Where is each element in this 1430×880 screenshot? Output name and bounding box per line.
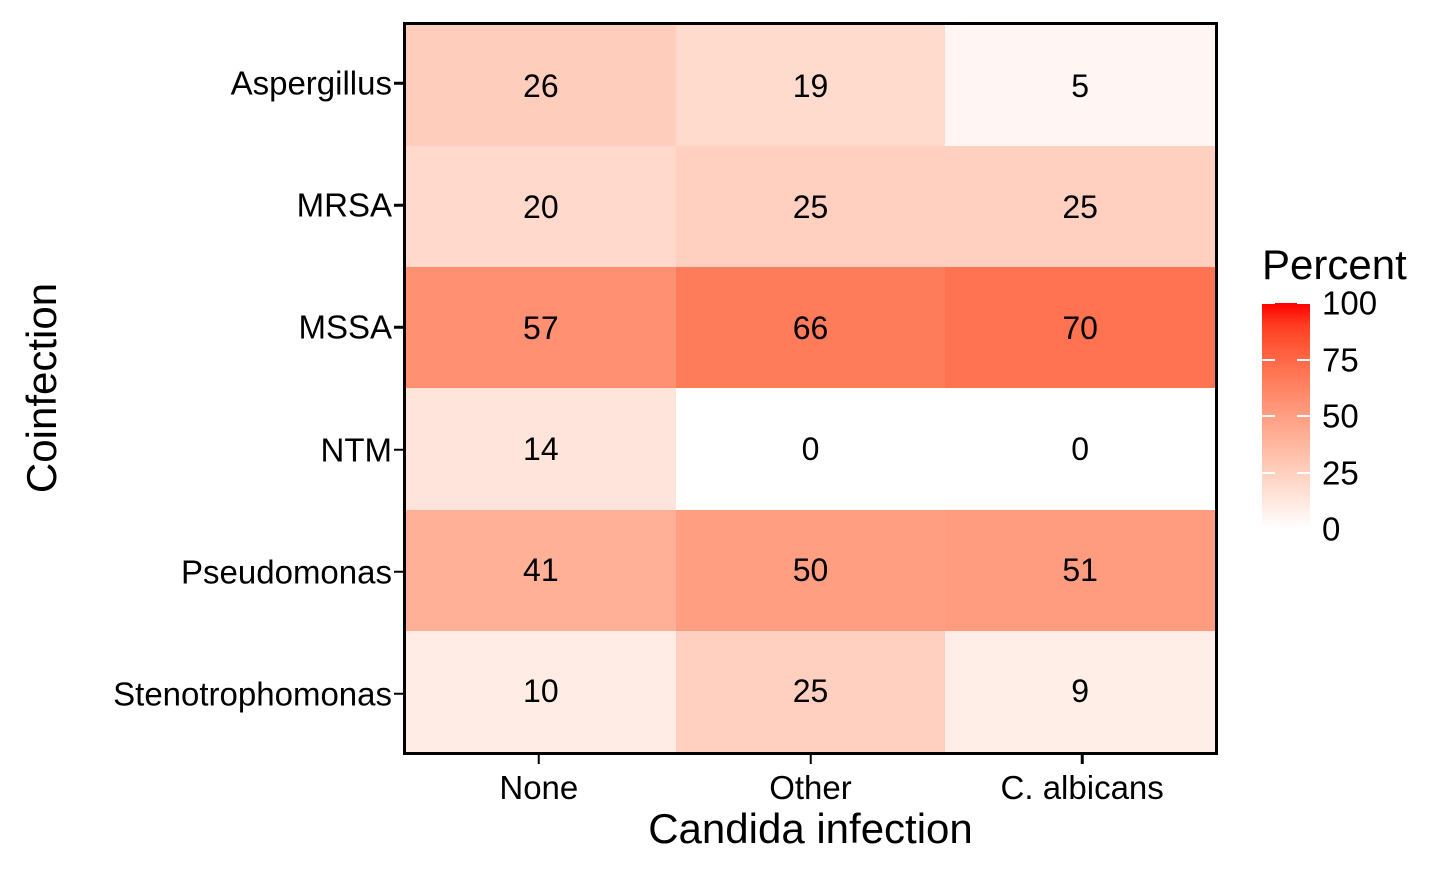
row-label: NTM — [320, 431, 392, 469]
x-axis-tick — [809, 755, 812, 764]
y-axis-tick — [394, 204, 403, 207]
y-axis-tick — [394, 692, 403, 696]
y-axis-tick — [394, 570, 403, 573]
legend-title: Percent — [1262, 241, 1407, 288]
heatmap-cell: 0 — [675, 388, 946, 510]
legend-tick — [1297, 471, 1310, 474]
legend-tick — [1262, 526, 1275, 528]
x-axis-title: Candida infection — [648, 805, 973, 852]
col-label: None — [499, 769, 579, 806]
legend-tick-label: 50 — [1322, 397, 1359, 435]
y-axis-tick — [394, 448, 403, 451]
legend-tick-label: 0 — [1322, 510, 1341, 548]
heatmap-cell: 26 — [406, 25, 676, 147]
legend-tick — [1262, 471, 1275, 474]
heatmap-cell: 25 — [945, 146, 1215, 268]
x-axis-tick — [1080, 755, 1084, 764]
heatmap-cell: 19 — [675, 25, 946, 147]
heatmap-cell: 66 — [675, 267, 946, 389]
heatmap-panel: 26 19 5 20 25 25 57 66 70 14 0 0 41 50 51 10 25 9 — [403, 22, 1218, 755]
heatmap-cell: 0 — [945, 388, 1215, 510]
legend-tick — [1297, 526, 1310, 528]
legend-tick — [1262, 358, 1275, 361]
heatmap-cell: 25 — [675, 630, 946, 752]
heatmap-cell: 14 — [406, 388, 676, 510]
heatmap-cell: 9 — [945, 630, 1215, 752]
legend-tick — [1262, 302, 1275, 304]
heatmap-cell: 51 — [945, 509, 1215, 631]
col-label: C. albicans — [1000, 769, 1164, 806]
row-label: Pseudomonas — [181, 553, 392, 591]
row-label: MSSA — [298, 308, 392, 346]
legend-tick-label: 100 — [1322, 284, 1378, 322]
row-label: Aspergillus — [230, 64, 392, 102]
legend-tick — [1297, 415, 1310, 417]
legend-tick — [1262, 415, 1275, 417]
y-axis-tick — [394, 81, 403, 85]
heatmap-cell: 5 — [945, 25, 1215, 147]
legend-tick — [1297, 302, 1310, 304]
heatmap-cell: 25 — [675, 146, 946, 268]
legend-tick — [1297, 358, 1310, 361]
heatmap-cell: 41 — [406, 509, 676, 631]
heatmap-cell: 50 — [675, 509, 946, 631]
heatmap-cell: 10 — [406, 630, 676, 752]
row-label: Stenotrophomonas — [113, 675, 392, 713]
col-label: Other — [769, 769, 852, 806]
heatmap-cell: 20 — [406, 146, 676, 268]
row-label: MRSA — [296, 186, 392, 224]
heatmap-cell: 57 — [406, 267, 676, 389]
heatmap-cell: 70 — [945, 267, 1215, 389]
x-axis-tick — [537, 755, 541, 764]
legend-tick-label: 25 — [1322, 454, 1359, 491]
legend-tick-label: 75 — [1322, 341, 1359, 378]
y-axis-tick — [394, 326, 403, 329]
